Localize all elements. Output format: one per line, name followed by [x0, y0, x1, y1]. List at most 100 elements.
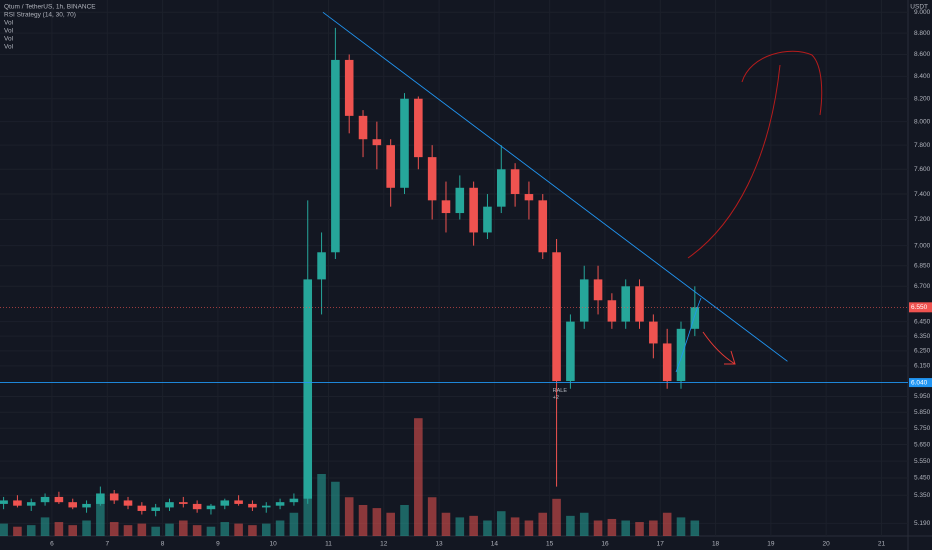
y-tick-label: 5.950 [914, 393, 931, 400]
x-tick-label: 18 [712, 541, 720, 548]
volume-bar [676, 517, 686, 536]
hand-drawn-line [675, 297, 702, 373]
candle-body [179, 502, 188, 504]
volume-bar [26, 525, 36, 536]
y-tick-label: 5.450 [914, 475, 931, 482]
candle-body [234, 500, 243, 504]
candle-body [96, 493, 105, 504]
volume-bar [0, 523, 8, 536]
candle-body [192, 503, 202, 510]
volume-bar [496, 511, 506, 536]
volume-bar [566, 515, 575, 536]
hand-drawn-arrow [702, 331, 736, 365]
support-label-box [909, 378, 932, 388]
y-tick-label: 8.000 [914, 118, 931, 125]
candle-body [455, 187, 465, 214]
candle-body [0, 500, 8, 504]
candle-body [427, 157, 437, 201]
y-tick-label: 8.600 [914, 51, 931, 58]
volume-bar [649, 520, 658, 536]
annotation: +2 [553, 395, 559, 401]
volume-bar [455, 517, 465, 536]
candle-body [151, 507, 160, 511]
volume-bar [593, 520, 603, 536]
candle-body [607, 300, 617, 322]
y-tick-label: 6.450 [914, 318, 931, 325]
candle-body [317, 252, 326, 280]
x-tick-label: 16 [601, 541, 609, 548]
y-tick-label: 8.800 [914, 30, 931, 37]
candle-body [137, 505, 147, 511]
legend-item: Vol [4, 44, 14, 51]
x-tick-label: 19 [767, 541, 775, 548]
candle-body [68, 502, 78, 508]
volume-bar [261, 523, 271, 536]
drawings [675, 50, 823, 373]
legend-item: RSI Strategy (14, 30, 70) [4, 12, 76, 19]
x-tick-label: 11 [325, 541, 332, 548]
y-tick-label: 5.750 [914, 425, 931, 432]
y-tick-label: 9.000 [914, 9, 931, 16]
y-tick-label: 7.400 [914, 191, 931, 198]
volume-bar [151, 526, 160, 536]
volume-bar [372, 508, 382, 536]
candle-body [676, 328, 686, 382]
candle-body [386, 145, 395, 188]
candle-body [552, 252, 561, 382]
y-tick-label: 5.350 [914, 492, 931, 499]
x-tick-label: 20 [823, 541, 831, 548]
volume-bar [469, 515, 478, 536]
grid [0, 0, 908, 536]
volume-bar [179, 520, 188, 536]
volume-bar [96, 497, 105, 536]
candle-body [372, 139, 382, 146]
y-tick-label: 8.400 [914, 73, 931, 80]
volume-bar [137, 523, 147, 536]
volume-bar [206, 526, 216, 536]
arrow-head [724, 350, 736, 365]
x-tick-label: 10 [270, 541, 278, 548]
volume-bar [82, 520, 91, 536]
y-tick-label: 5.650 [914, 441, 931, 448]
volume-bar [248, 525, 257, 536]
y-tick-label: 7.800 [914, 142, 931, 149]
candle-body [303, 279, 313, 499]
candle-body [220, 500, 230, 506]
trendline [322, 11, 788, 362]
x-tick-label: 12 [380, 541, 388, 548]
annotation: RALE [553, 388, 568, 394]
volume-bar [400, 505, 409, 536]
volume-bar [234, 523, 243, 536]
y-tick-label: 7.000 [914, 242, 931, 249]
y-tick-label: 7.200 [914, 216, 931, 223]
volume-bar [358, 505, 368, 536]
candle-body [13, 500, 22, 506]
volume-bar [662, 512, 672, 536]
candle-body [261, 505, 271, 508]
candle-layer [0, 11, 908, 517]
candle-body [441, 200, 451, 214]
y-tick-label: 5.850 [914, 409, 931, 416]
price-label-box [909, 302, 932, 313]
candle-body [165, 502, 174, 508]
x-tick-label: 13 [435, 541, 443, 548]
volume-bar [414, 418, 423, 536]
volume-bar [441, 512, 451, 536]
y-tick-label: 6.250 [914, 348, 931, 355]
price-label: 6.550 [911, 304, 928, 311]
volume-bar [386, 512, 395, 536]
candle-body [40, 496, 50, 503]
chart-title: Qtum / TetherUS, 1h, BINANCE [4, 4, 96, 11]
candle-body [496, 169, 506, 207]
volume-bar [607, 518, 617, 536]
x-tick-label: 17 [657, 541, 665, 548]
candle-body [358, 115, 368, 140]
candle-body [621, 286, 630, 322]
x-tick-label: 15 [546, 541, 554, 548]
y-tick-label: 5.190 [914, 520, 931, 527]
candle-body [635, 286, 644, 322]
volume-bar [275, 520, 285, 536]
candle-body [123, 500, 133, 506]
volume-bar [192, 525, 202, 536]
